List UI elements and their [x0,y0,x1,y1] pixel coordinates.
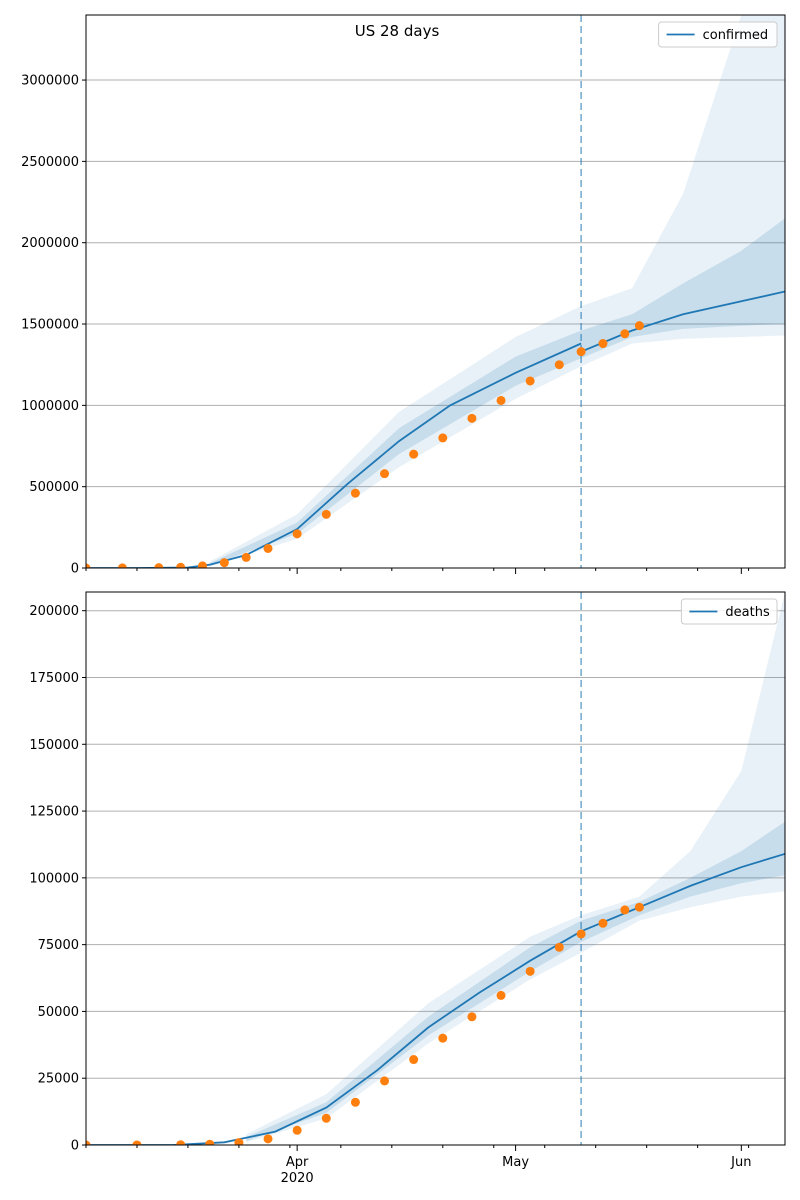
legend-box [658,21,778,48]
observed-point [467,413,477,423]
y-tick-label: 75000 [38,938,79,953]
y-tick-label: 25000 [38,1072,79,1087]
observed-point [176,562,186,568]
y-tick-label: 500000 [29,480,79,495]
plot-area [86,15,785,568]
legend-label: deaths [725,605,770,620]
y-tick-label: 175000 [29,671,79,686]
observed-point [321,509,331,519]
forecast-line [580,290,785,353]
confirmed-panel: 0 500000 1000000 1500000 2000000 2500000 30000… [21,14,786,577]
observed-point [467,1012,477,1022]
observed-point [554,942,564,952]
observed-point [321,1113,331,1123]
observed-point [263,1134,273,1144]
legend-box [680,598,778,625]
model-line [86,930,582,1145]
observed-point [350,1097,360,1107]
outer-confidence-band [209,15,785,567]
x-tick-sublabel: 2020 [281,1171,314,1186]
y-tick-label: 0 [71,562,79,577]
observed-point [554,360,564,370]
y-tick-label: 100000 [29,871,79,886]
inner-confidence-band [246,821,785,1141]
outer-confidence-band [246,592,785,1143]
observed-point [598,918,608,928]
observed-point [117,563,127,568]
y-tick-label: 1500000 [21,318,79,333]
y-tick-label: 1000000 [21,399,79,414]
plot-area [86,592,785,1145]
observed-point [86,1140,91,1145]
forecast-line [580,852,785,933]
observed-point [234,1138,244,1145]
observed-point [634,902,644,912]
observed-point [263,543,273,553]
observed-point [525,966,535,976]
observed-point [350,488,360,498]
observed-point [292,1125,302,1135]
observed-point [496,395,506,405]
observed-point [86,563,91,568]
observed-point [380,469,390,479]
observed-point [496,990,506,1000]
observed-point [176,1140,186,1145]
observed-point [634,321,644,331]
observed-point [380,1076,390,1086]
y-tick-label: 200000 [29,604,79,619]
observed-point [525,376,535,386]
x-tick-label: Jun [730,1155,751,1170]
observed-point [292,529,302,539]
y-tick-label: 150000 [29,738,79,753]
model-line [86,342,582,568]
observed-point [620,329,630,339]
observed-point [409,1055,419,1065]
observed-point [132,1140,142,1145]
observed-point [219,558,229,568]
y-tick-label: 2000000 [21,236,79,251]
x-tick-label: May [502,1155,529,1170]
observed-point [198,561,207,568]
observed-point [598,339,608,349]
observed-point [576,347,586,357]
axes-frame [85,591,786,1146]
observed-point [438,433,448,443]
y-tick-label: 3000000 [21,74,79,89]
observed-point [205,1139,215,1145]
observed-point [620,905,630,915]
y-tick-label: 2500000 [21,155,79,170]
observed-point [576,929,586,939]
observed-point [409,449,419,459]
y-tick-label: 0 [71,1139,79,1154]
x-tick-label: Apr [286,1155,309,1170]
observed-point [438,1033,448,1043]
deaths-panel: 0 25000 50000 75000 100000 125000 150000 175000… [29,591,786,1186]
legend-label: confirmed [703,28,769,43]
y-tick-label: 50000 [38,1005,79,1020]
y-tick-label: 125000 [29,805,79,820]
observed-point [154,563,164,568]
observed-point [241,552,251,562]
axes-frame [85,14,786,569]
figure-title: US 28 days [355,22,440,40]
